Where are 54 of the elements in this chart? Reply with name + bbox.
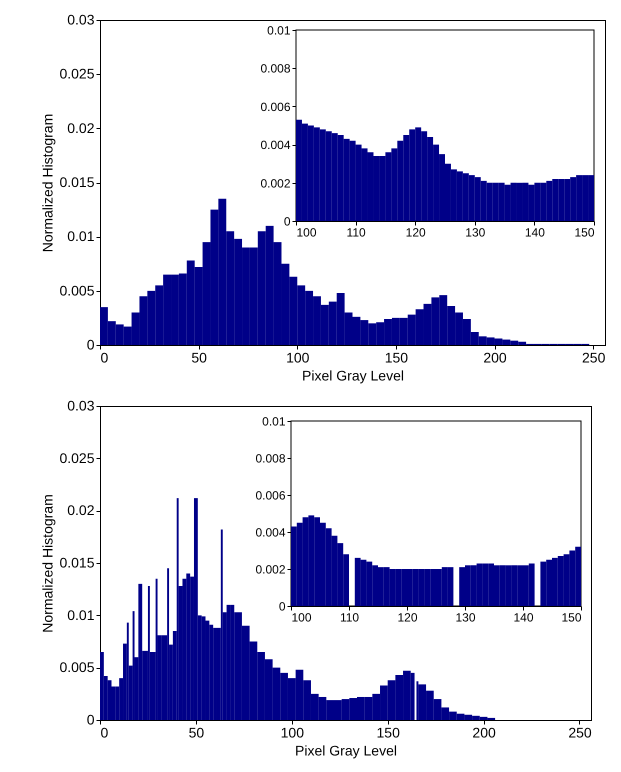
x-tick-label: 0 <box>100 724 108 740</box>
x-tick-label: 120 <box>406 226 426 240</box>
x-tick-label: 150 <box>561 610 582 624</box>
x-tick-label: 100 <box>292 610 312 624</box>
y-axis-title: Normalized Histogram <box>39 494 56 633</box>
y-tick-label: 0.025 <box>59 66 95 82</box>
y-tick-label: 0.008 <box>255 452 286 466</box>
y-tick-label: 0.03 <box>67 398 95 414</box>
y-tick-label: 0.004 <box>260 138 291 152</box>
y-tick-label: 0.02 <box>67 502 95 518</box>
y-tick-label: 0.025 <box>59 450 95 466</box>
x-tick-label: 100 <box>296 226 317 240</box>
x-tick-label: 130 <box>455 610 476 624</box>
x-tick-label: 50 <box>188 724 204 740</box>
y-tick-label: 0.015 <box>59 554 95 570</box>
y-tick-label: 0.005 <box>59 659 95 676</box>
y-tick-label: 0.01 <box>67 228 95 244</box>
x-tick-label: 110 <box>346 226 366 240</box>
y-axis-title: Normalized Histogram <box>39 114 56 252</box>
x-axis-title: Pixel Gray Level <box>302 368 404 384</box>
y-tick-label: 0 <box>86 712 95 728</box>
x-tick-label: 200 <box>483 350 507 366</box>
y-tick-label: 0.03 <box>67 12 95 28</box>
x-tick-label: 250 <box>568 724 592 740</box>
y-tick-label: 0.002 <box>255 562 286 576</box>
x-tick-label: 130 <box>465 226 486 240</box>
x-tick-label: 120 <box>397 610 418 624</box>
x-tick-label: 140 <box>524 226 546 240</box>
x-tick-label: 150 <box>384 350 408 366</box>
y-tick-label: 0.01 <box>267 24 291 38</box>
y-tick-label: 0.01 <box>262 414 286 428</box>
x-tick-label: 100 <box>280 724 304 740</box>
y-tick-label: 0 <box>86 336 95 352</box>
y-tick-label: 0.002 <box>260 176 291 190</box>
x-tick-label: 150 <box>574 226 595 240</box>
x-tick-label: 200 <box>472 724 496 740</box>
x-tick-label: 100 <box>286 350 310 366</box>
x-tick-label: 140 <box>513 610 534 624</box>
y-tick-label: 0.006 <box>260 100 291 114</box>
x-axis-title: Pixel Gray Level <box>295 742 397 758</box>
y-tick-label: 0.004 <box>255 526 286 540</box>
y-tick-label: 0 <box>278 600 286 614</box>
x-tick-label: 150 <box>376 724 400 740</box>
y-tick-label: 0.006 <box>255 488 286 502</box>
y-tick-label: 0.015 <box>59 174 95 190</box>
y-tick-label: 0.01 <box>67 606 95 623</box>
y-tick-label: 0 <box>284 214 291 228</box>
x-tick-label: 110 <box>340 610 360 624</box>
x-tick-label: 250 <box>582 350 606 366</box>
x-tick-label: 0 <box>100 350 108 366</box>
y-tick-label: 0.02 <box>67 120 95 136</box>
x-tick-label: 50 <box>191 350 208 366</box>
y-tick-label: 0.005 <box>59 282 95 298</box>
y-tick-label: 0.008 <box>260 62 291 76</box>
